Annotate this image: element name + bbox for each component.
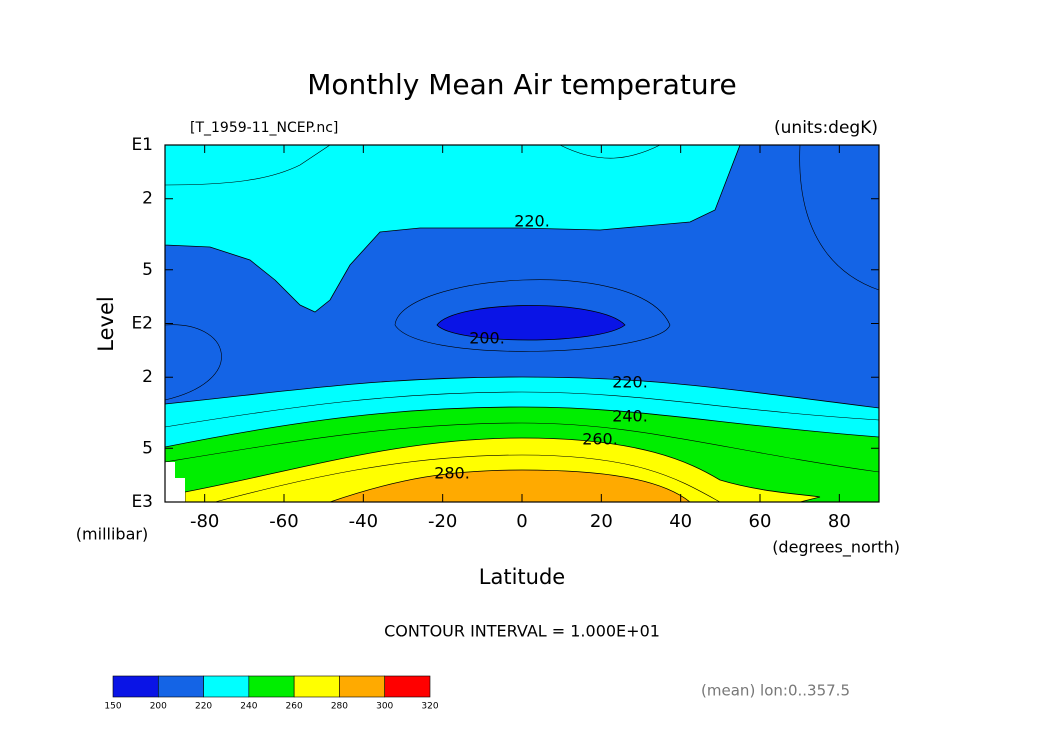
y-tick-label: E1 xyxy=(131,135,153,155)
y-axis-label: Level xyxy=(94,296,118,351)
colorbar-box xyxy=(112,675,159,698)
contour-label: 220. xyxy=(612,373,648,392)
x-tick-label: 20 xyxy=(590,511,613,532)
contour-line xyxy=(214,454,721,503)
contour-interval: CONTOUR INTERVAL = 1.000E+01 xyxy=(384,622,660,641)
colorbar-label: 240 xyxy=(240,702,257,712)
contour-label: 280. xyxy=(434,464,470,483)
units-label: (units:degK) xyxy=(774,118,878,138)
file-label: [T_1959-11_NCEP.nc] xyxy=(190,120,338,136)
contour-line xyxy=(164,391,880,428)
y-tick-label: E2 xyxy=(131,314,153,334)
contour-line xyxy=(164,422,880,473)
contour-line xyxy=(394,279,671,352)
x-tick-label: 80 xyxy=(828,511,851,532)
colorbar-label: 320 xyxy=(421,702,438,712)
x-tick-label: -20 xyxy=(428,511,457,532)
contour-label: 240. xyxy=(612,407,648,426)
contour-line xyxy=(164,324,222,401)
x-unit: (degrees_north) xyxy=(772,538,900,558)
contour-region xyxy=(329,469,692,503)
y-tick-label: 2 xyxy=(142,189,153,209)
x-tick-label: -80 xyxy=(190,511,219,532)
contour-region xyxy=(164,144,741,313)
x-tick-label: 0 xyxy=(516,511,527,532)
colorbar-label: 280 xyxy=(331,702,348,712)
contour-label: 220. xyxy=(514,212,550,231)
x-tick-label: -60 xyxy=(269,511,298,532)
colorbar-label: 200 xyxy=(150,702,167,712)
colorbar-box xyxy=(248,675,295,698)
missing-area xyxy=(165,462,185,502)
y-tick-label: 2 xyxy=(142,367,153,387)
colorbar-label: 260 xyxy=(286,702,303,712)
colorbar-box xyxy=(339,675,386,698)
contour-label: 260. xyxy=(582,430,618,449)
x-tick-label: 40 xyxy=(669,511,692,532)
y-unit: (millibar) xyxy=(76,525,148,544)
x-tick-label: -40 xyxy=(349,511,378,532)
x-axis-label: Latitude xyxy=(479,565,565,589)
x-tick-label: 60 xyxy=(749,511,772,532)
footnote: (mean) lon:0..357.5 xyxy=(701,682,850,700)
colorbar-label: 220 xyxy=(195,702,212,712)
chart-title: Monthly Mean Air temperature xyxy=(307,68,737,101)
y-tick-label: 5 xyxy=(142,260,153,280)
colorbar-box xyxy=(384,675,431,698)
colorbar-box xyxy=(293,675,340,698)
contour-label: 200. xyxy=(469,329,505,348)
colorbar-box xyxy=(203,675,250,698)
contour-line xyxy=(799,144,880,291)
contour-region xyxy=(436,305,626,341)
contour-line xyxy=(164,144,331,186)
colorbar-label: 150 xyxy=(104,702,121,712)
contour-line xyxy=(559,144,661,159)
y-tick-label: 5 xyxy=(142,438,153,458)
colorbar-box xyxy=(157,675,204,698)
colorbar-label: 300 xyxy=(376,702,393,712)
y-tick-label: E3 xyxy=(131,492,153,512)
